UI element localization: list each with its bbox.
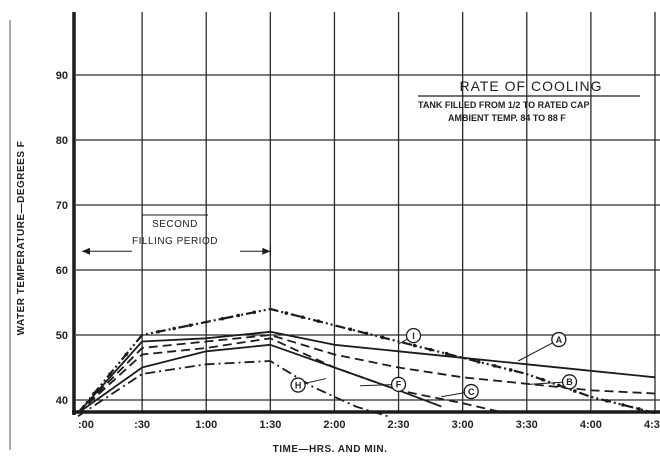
series-point-i	[284, 311, 289, 315]
series-point-i	[236, 313, 241, 318]
series-point-i	[364, 331, 369, 336]
subtitle-line-1: TANK FILLED FROM 1/2 TO RATED CAP	[418, 100, 590, 110]
series-point-i	[621, 403, 625, 407]
x-tick-label: 4:30	[644, 419, 660, 431]
y-tick-label: 50	[56, 330, 68, 342]
series-point-i	[252, 310, 257, 315]
y-tick-label: 90	[56, 70, 68, 82]
x-tick-label: 1:00	[195, 419, 217, 431]
label-circle-b	[561, 374, 578, 390]
x-tick-label: 3:30	[516, 419, 538, 431]
annotation-arrowhead-right	[262, 247, 271, 255]
title-block: RATE OF COOLING TANK FILLED FROM 1/2 TO …	[418, 78, 640, 123]
x-tick-label: :00	[78, 419, 94, 431]
series-point-i	[573, 389, 577, 393]
grid	[76, 12, 660, 413]
y-tick-label: 80	[56, 135, 68, 147]
series-point-i	[541, 377, 545, 382]
series-point-i	[637, 407, 641, 411]
series-label-b: B	[566, 377, 573, 387]
series-line-h	[77, 360, 389, 418]
x-tick-label: 1:30	[259, 419, 281, 431]
series-point-i	[300, 315, 305, 319]
label-circle-f	[390, 376, 407, 393]
x-tick-label: 3:00	[452, 419, 474, 431]
annotation-line-1: SECOND	[152, 219, 198, 230]
annotation: SECOND FILLING PERIOD	[82, 214, 271, 258]
chart-title: RATE OF COOLING	[459, 78, 602, 94]
series-point-i	[380, 335, 385, 340]
series-point-i	[412, 343, 417, 348]
series-point-i	[124, 352, 128, 357]
annotation-line-2: FILLING PERIOD	[132, 236, 218, 247]
x-tick-label: 2:00	[323, 419, 345, 431]
label-circle-h	[290, 377, 306, 393]
label-circle-i	[405, 327, 422, 344]
y-tick-label: 60	[56, 265, 68, 277]
series-line-c	[77, 337, 506, 414]
series-label-a: A	[556, 335, 563, 345]
series-point-i	[557, 383, 561, 388]
series-point-i	[492, 364, 497, 368]
series-point-i	[605, 399, 609, 403]
y-tick-label: 40	[56, 395, 68, 407]
y-axis-title: WATER TEMPERATURE—DEGREES F	[16, 141, 27, 336]
y-tick-label: 70	[56, 200, 68, 212]
series-point-i	[156, 329, 160, 334]
axes: :00 :30 1:00 1:30 2:00 2:30 3:00 3:30 4:00 4:30 40…	[9, 12, 660, 450]
series-point-i	[172, 326, 176, 331]
series-label-h: H	[295, 380, 302, 390]
x-tick-label: 4:00	[580, 419, 602, 431]
annotation-arrowhead-left	[82, 247, 90, 255]
label-leader-a	[517, 339, 560, 362]
series-point-i	[188, 323, 192, 328]
series-line-a	[77, 330, 656, 414]
series-point-i	[348, 327, 353, 332]
series-label-i: I	[412, 331, 415, 341]
series-point-i	[316, 319, 321, 323]
series-label-c: C	[468, 387, 475, 397]
series-line-f	[77, 343, 442, 414]
series-lines	[77, 307, 656, 418]
label-circle-c	[463, 383, 479, 400]
subtitle-line-2: AMBIENT TEMP. 84 TO 88 F	[448, 113, 566, 123]
label-circle-a	[551, 331, 567, 348]
series-label-f: F	[396, 380, 402, 390]
series-point-i	[508, 368, 513, 372]
series-point-i	[476, 360, 481, 364]
series-point-i	[444, 351, 449, 356]
x-tick-label: 2:30	[388, 419, 410, 431]
series-point-i	[428, 347, 433, 352]
series-point-i	[220, 316, 225, 321]
x-axis-title: TIME—HRS. AND MIN.	[273, 444, 388, 455]
series-labels: I A B F C H	[290, 327, 578, 400]
x-tick-label: :30	[134, 419, 150, 431]
series-line-b	[77, 334, 656, 414]
